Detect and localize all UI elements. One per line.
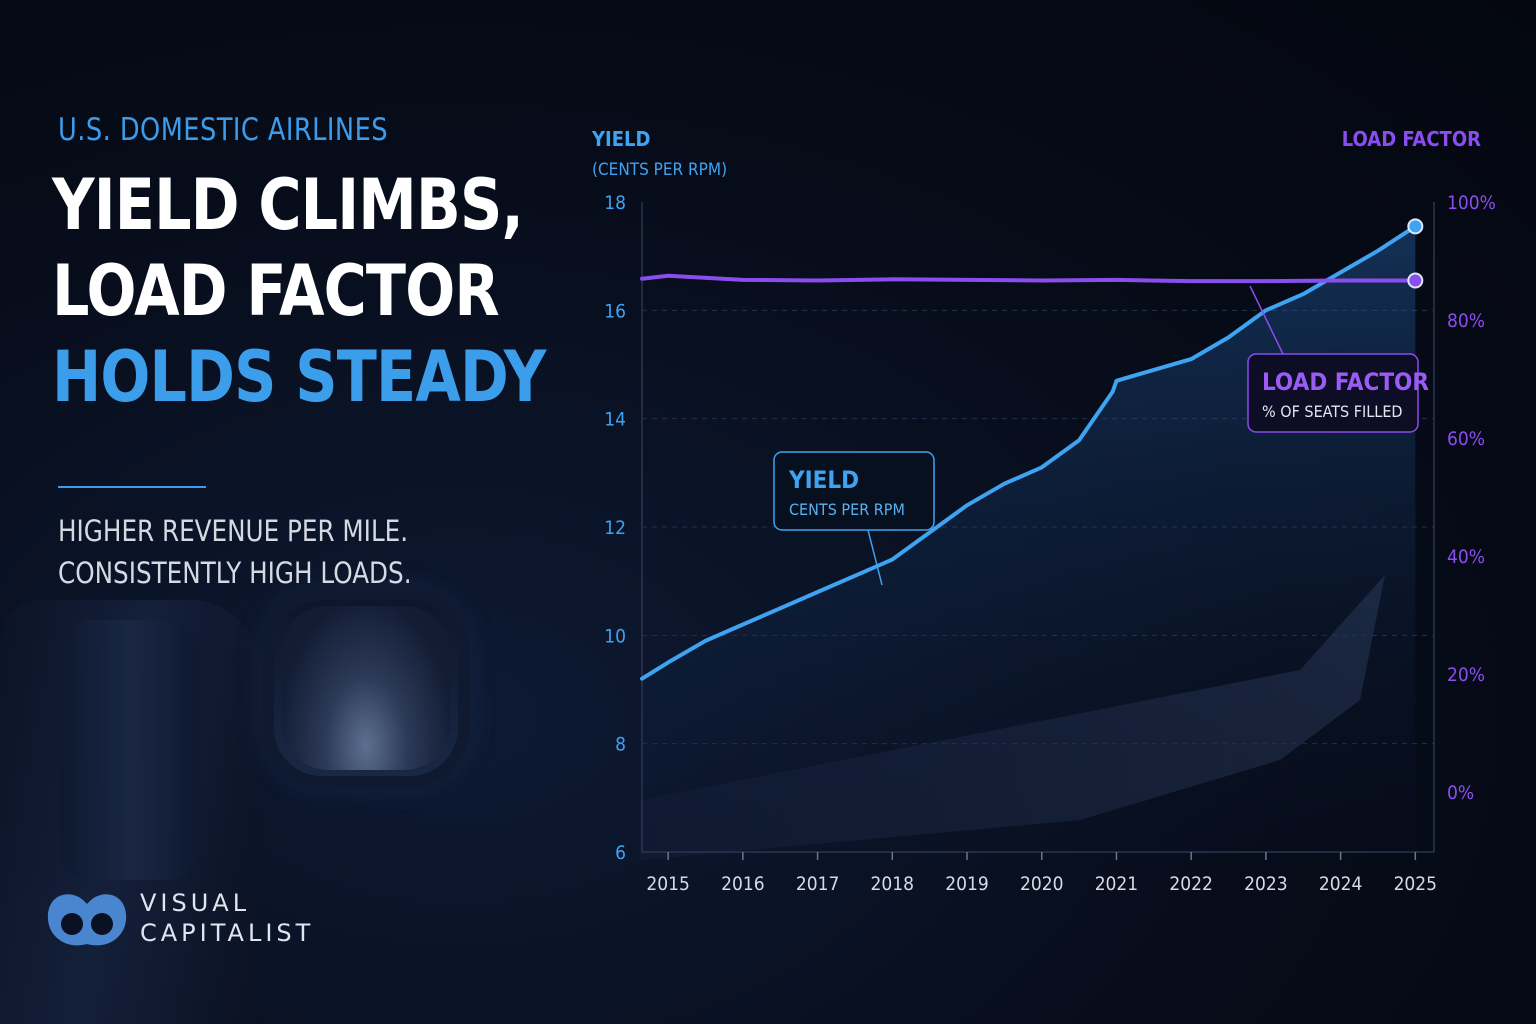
- right-tick-label: 100%: [1447, 192, 1496, 214]
- yield-callout-box: [773, 451, 935, 531]
- subhead: HIGHER REVENUE PER MILE. CONSISTENTLY HI…: [58, 510, 412, 594]
- x-tick-label: 2020: [1020, 873, 1064, 895]
- window-clouds: [282, 606, 450, 770]
- left-tick-label: 10: [604, 625, 626, 647]
- divider: [58, 486, 206, 488]
- brand-line-2: CAPITALIST: [140, 919, 315, 947]
- yield-line: [640, 224, 1418, 681]
- load-factor-end-marker: [1407, 272, 1424, 289]
- airplane-window-illustration: [262, 588, 470, 788]
- left-tick-label: 8: [615, 734, 626, 756]
- x-tick-label: 2023: [1244, 873, 1288, 895]
- x-tick-label: 2016: [721, 873, 765, 895]
- yield-callout-title: YIELD: [788, 466, 859, 494]
- headline-line-2: LOAD FACTOR: [52, 250, 500, 332]
- load-factor-callout-title: LOAD FACTOR: [1262, 368, 1429, 396]
- right-tick-label: 40%: [1447, 546, 1485, 568]
- headline: YIELD CLIMBS, LOAD FACTOR HOLDS STEADY: [52, 162, 639, 420]
- right-tick-label: 20%: [1447, 664, 1485, 686]
- left-tick-label: 14: [604, 409, 626, 431]
- subhead-line-2: CONSISTENTLY HIGH LOADS.: [58, 556, 412, 590]
- x-tick-label: 2025: [1394, 873, 1438, 895]
- right-axis-title: LOAD FACTOR: [1342, 127, 1481, 151]
- load-factor-line: [640, 273, 1418, 284]
- right-tick-label: 0%: [1447, 782, 1474, 804]
- yield-end-marker: [1407, 218, 1424, 235]
- brand-line-1: VISUAL: [140, 889, 251, 917]
- load-factor-callout-subtitle: % OF SEATS FILLED: [1262, 402, 1403, 421]
- left-tick-label: 12: [604, 517, 626, 539]
- load-factor-callout-line: [1249, 285, 1284, 355]
- x-tick-label: 2019: [945, 873, 989, 895]
- load-factor-callout-box: [1247, 353, 1419, 433]
- visual-capitalist-logo-icon: [47, 894, 127, 946]
- x-tick-label: 2024: [1319, 873, 1363, 895]
- left-tick-label: 16: [604, 300, 626, 322]
- right-tick-label: 60%: [1447, 428, 1485, 450]
- left-axis-subtitle: (CENTS PER RPM): [592, 160, 727, 180]
- left-tick-label: 6: [615, 842, 626, 864]
- x-tick-label: 2017: [796, 873, 840, 895]
- right-tick-label: 80%: [1447, 310, 1485, 332]
- brand-logo: VISUAL CAPITALIST: [44, 884, 344, 954]
- yield-area-fill: [642, 226, 1416, 852]
- headline-line-1: YIELD CLIMBS,: [52, 164, 524, 246]
- kicker: U.S. DOMESTIC AIRLINES: [58, 112, 389, 148]
- yield-callout-subtitle: CENTS PER RPM: [789, 500, 905, 519]
- left-tick-label: 18: [604, 192, 626, 214]
- x-tick-label: 2022: [1169, 873, 1213, 895]
- left-axis-title: YIELD: [591, 127, 650, 151]
- headline-line-3: HOLDS STEADY: [52, 336, 546, 418]
- x-tick-label: 2015: [646, 873, 690, 895]
- yield-callout-line: [867, 529, 883, 586]
- x-tick-label: 2021: [1095, 873, 1139, 895]
- airplane-seat-illustration: [0, 600, 260, 1024]
- x-tick-label: 2018: [871, 873, 915, 895]
- subhead-line-1: HIGHER REVENUE PER MILE.: [58, 514, 409, 548]
